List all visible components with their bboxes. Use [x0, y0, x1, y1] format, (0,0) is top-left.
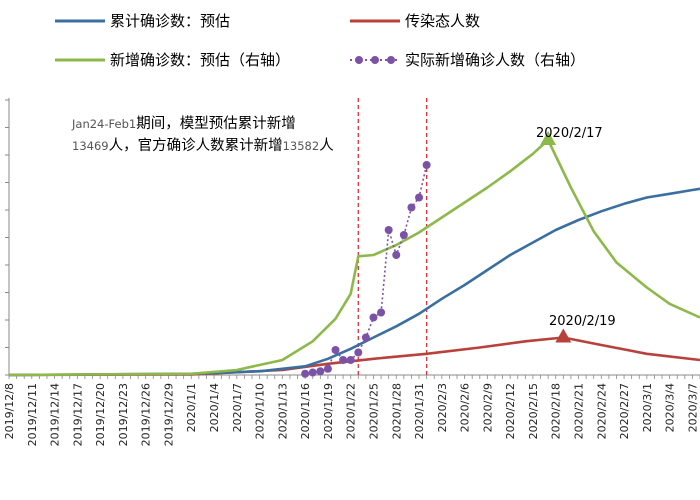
x-tick-label: 2019/12/26 [140, 383, 153, 446]
legend-label-new_actual: 实际新增确诊人数（右轴） [405, 51, 585, 69]
series-layer [8, 131, 700, 378]
x-tick-label: 2020/1/10 [254, 383, 267, 439]
annotation-line-1: Jan24-Feb1期间，模型预估累计新增 [71, 115, 296, 132]
legend-item-new_actual: 实际新增确诊人数（右轴） [350, 51, 585, 69]
annotation-text-2: 人，官方确诊人数累计新增 [109, 137, 283, 154]
point-new_actual-15 [415, 193, 424, 202]
x-tick-label: 2020/3/7 [686, 383, 699, 432]
legend-label-new_est: 新增确诊数：预估（右轴） [110, 51, 290, 69]
legend-marker-new_actual [355, 56, 363, 64]
point-new_actual-14 [407, 203, 416, 212]
annotation-line-2: 13469人，官方确诊人数累计新增13582人 [72, 137, 334, 154]
peak-marker-new-est [540, 131, 557, 145]
vertical-markers [357, 98, 428, 375]
x-tick-label: 2020/1/4 [208, 383, 221, 432]
x-tick-label: 2020/2/21 [573, 383, 586, 439]
legend-label-infectious: 传染态人数 [405, 12, 480, 30]
point-new_actual-5 [339, 356, 348, 364]
point-new_actual-0 [301, 369, 310, 378]
point-new_actual-4 [331, 346, 340, 354]
x-tick-label: 2020/1/19 [322, 383, 335, 439]
series-line-new_est [8, 138, 700, 377]
annotation-text-3: 人 [319, 137, 334, 154]
annotation-text-1: 期间，模型预估累计新增 [136, 115, 296, 132]
x-tick-label: 2019/12/14 [49, 383, 62, 446]
point-new_actual-11 [384, 226, 393, 234]
point-new_actual-8 [361, 333, 370, 342]
x-tick-label: 2020/2/27 [618, 383, 631, 439]
x-tick-label: 2020/2/3 [436, 383, 449, 432]
x-tick-label: 2020/1/16 [299, 383, 312, 439]
x-tick-label: 2020/1/28 [390, 383, 403, 439]
point-new_actual-9 [369, 313, 378, 322]
x-tick-label: 2020/1/25 [368, 383, 381, 439]
x-tick-label: 2020/2/6 [459, 383, 472, 432]
point-new_actual-16 [422, 161, 431, 169]
legend-item-cumulative: 累计确诊数：预估 [55, 12, 230, 30]
x-tick-label: 2020/2/9 [481, 383, 494, 432]
point-new_actual-7 [354, 348, 363, 357]
annotations: Jan24-Feb1期间，模型预估累计新增 13469人，官方确诊人数累计新增13… [71, 115, 616, 329]
x-tick-label: 2019/12/17 [71, 383, 84, 446]
point-new_actual-3 [323, 364, 332, 373]
peak-marker-infectious [555, 328, 572, 343]
point-new_actual-6 [346, 356, 355, 364]
x-tick-label: 2019/12/11 [26, 383, 39, 446]
series-line-cumulative [8, 187, 700, 377]
x-tick-label: 2019/12/20 [94, 383, 107, 446]
legend-marker-new_actual [371, 56, 379, 64]
legend-marker-new_actual [387, 56, 395, 64]
x-tick-label: 2020/1/7 [231, 383, 244, 432]
x-tick-label: 2019/12/23 [117, 383, 130, 446]
x-tick-label: 2020/1/31 [413, 383, 426, 439]
point-new_actual-1 [308, 368, 317, 377]
annotation-official-number: 13582 [283, 139, 320, 153]
point-new_actual-2 [316, 367, 325, 376]
legend-label-cumulative: 累计确诊数：预估 [110, 12, 230, 30]
point-new_actual-13 [399, 231, 408, 239]
x-tick-label: 2019/12/8 [3, 383, 16, 439]
x-tick-label: 2020/1/1 [185, 383, 198, 432]
x-tick-label: 2020/3/4 [664, 383, 677, 432]
x-tick-label: 2020/1/13 [276, 383, 289, 439]
x-tick-label: 2019/12/29 [163, 383, 176, 446]
peak-label-infectious: 2020/2/19 [549, 314, 616, 329]
x-tick-labels: 2019/12/8 2019/12/11 2019/12/14 2019/12/17 2… [3, 383, 699, 446]
legend-item-infectious: 传染态人数 [350, 12, 480, 30]
annotation-model-number: 13469 [72, 139, 109, 153]
x-tick-label: 2020/1/22 [345, 383, 358, 439]
point-new_actual-10 [377, 308, 386, 317]
x-tick-label: 2020/2/24 [595, 383, 608, 439]
x-tick-label: 2020/2/12 [504, 383, 517, 439]
point-new_actual-12 [392, 251, 401, 259]
legend-item-new_est: 新增确诊数：预估（右轴） [55, 51, 290, 69]
x-tick-label: 2020/3/1 [641, 383, 654, 432]
peak-label-new-est: 2020/2/17 [536, 126, 603, 141]
annotation-date-range: Jan24-Feb1 [71, 117, 136, 131]
x-tick-label: 2020/2/15 [527, 383, 540, 439]
x-tick-label: 2020/2/18 [550, 383, 563, 439]
